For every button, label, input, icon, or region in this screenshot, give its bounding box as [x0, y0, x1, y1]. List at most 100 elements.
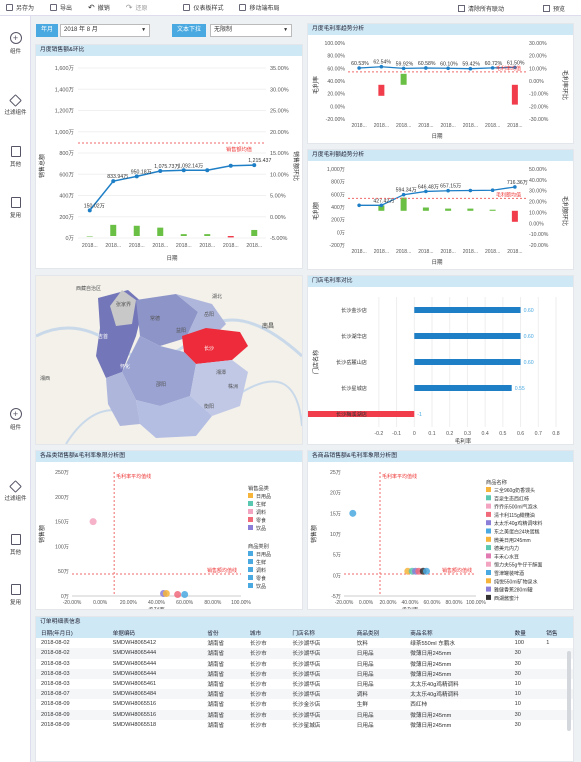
- table-cell: 微薄日用245mm: [405, 709, 510, 720]
- table-cell: 太太乐40g鸡精调料: [410, 682, 459, 689]
- map-region-south[interactable]: [136, 396, 212, 438]
- data-label: 59.42%: [462, 62, 480, 68]
- y-tick-label: -200万: [329, 242, 345, 249]
- category-label: 长沙岳麓山店: [336, 358, 367, 366]
- text-dropdown-select[interactable]: 无限制 ▼: [210, 23, 293, 37]
- line-point: [446, 66, 450, 71]
- column-header[interactable]: 单据编码: [107, 628, 203, 639]
- data-label: 716.36万: [507, 179, 528, 186]
- sidebar-item-filter[interactable]: 过滤组件: [0, 94, 31, 116]
- table-scrollbar[interactable]: [567, 651, 571, 731]
- map-label: 湖北: [212, 293, 222, 300]
- y-axis-label: 销售总额: [38, 154, 46, 178]
- data-label: 0.55: [515, 386, 525, 392]
- x-tick-label: 2018...: [418, 123, 433, 129]
- x-tick-label: 20.00%: [120, 600, 138, 606]
- table-row[interactable]: 2018-08-03 SMDWH8065461 湖南省 长沙市 长沙湖华店 日用品 太太乐4…: [36, 679, 573, 689]
- export-button[interactable]: 导出: [50, 3, 72, 12]
- store-margin-panel: 门店毛利率对比 -0.2 -0.1 0 0.1 0.2 0.3 0.4 0.5 0.6 0.7 0.…: [237, 275, 574, 445]
- x-tick-label: -20.00%: [63, 600, 82, 606]
- sidebar-item-filter-2[interactable]: 过滤组件: [0, 480, 31, 502]
- y2-tick-label: 30.00%: [529, 41, 547, 47]
- table-row[interactable]: 2018-08-09 SMDWH8065516 湖南省 长沙市 长沙金沙店 生鲜 西红柿 10: [36, 699, 573, 709]
- table-row[interactable]: 2018-08-02 SMDWH8065444 湖南省 长沙市 长沙湖华店 日用品 微薄日用…: [36, 648, 573, 659]
- column-header[interactable]: 门店名称: [287, 628, 352, 639]
- hline-label: 销售额均值线: [442, 567, 472, 574]
- y2-tick-label: -5.00%: [270, 236, 288, 242]
- x-tick-label: 60.00%: [176, 600, 194, 606]
- y-tick-label: 20万: [330, 490, 341, 497]
- x-tick-label: 2018...: [418, 249, 433, 255]
- x-tick-label: 2018...: [485, 123, 500, 129]
- y-tick-label: 80.00%: [327, 54, 345, 60]
- y-tick-label: 1,400万: [55, 86, 75, 93]
- column-header[interactable]: 日期(年月日): [36, 628, 108, 639]
- map-region-northwest[interactable]: [110, 290, 136, 326]
- table-row[interactable]: 2018-08-09 SMDWH8065516 湖南省 长沙市 长沙湖华店 日用品 微薄日用…: [36, 709, 573, 720]
- table-row[interactable]: 2018-08-09 SMDWH8065518 湖南省 长沙市 长沙星城店 日用品 微薄日用…: [36, 720, 573, 730]
- table-row[interactable]: 2018-08-07 SMDWH8065484 湖南省 长沙市 长沙湖华店 调料 太太乐40…: [36, 689, 573, 700]
- y-tick-label: 200万: [59, 214, 74, 221]
- sidebar-item-component[interactable]: + 组件: [9, 32, 22, 55]
- map-region-southwest[interactable]: [106, 372, 140, 426]
- line-point: [513, 185, 517, 189]
- column-header[interactable]: 数量: [509, 628, 542, 639]
- scatter-point: [181, 591, 189, 599]
- bar: [414, 307, 521, 313]
- line-point: [158, 169, 163, 174]
- x-tick-label: 0.3: [464, 431, 471, 437]
- y-tick-label: 800万: [59, 150, 74, 157]
- year-month-select[interactable]: 2018 年 8 月 ▼: [60, 23, 151, 37]
- table-row[interactable]: 2018-08-02 SMDWH8065412 湖南省 长沙市 长沙湖华店 饮料 绿茶550…: [36, 638, 573, 648]
- mobile-layout-button[interactable]: 移动端布局: [239, 3, 280, 12]
- legend-swatch: [486, 545, 491, 551]
- legend-swatch: [248, 559, 253, 564]
- sidebar-item-component-2[interactable]: + 组件: [9, 408, 22, 431]
- map-label: 长沙: [204, 345, 214, 352]
- sidebar-item-other-2[interactable]: 其他: [0, 534, 31, 556]
- bar: [110, 224, 117, 236]
- column-header[interactable]: 省份: [202, 628, 245, 639]
- column-header[interactable]: 城市: [244, 628, 288, 639]
- table-cell: 湖南省: [207, 702, 225, 709]
- legend-swatch: [248, 551, 253, 556]
- table-row[interactable]: 2018-08-03 SMDWH8065444 湖南省 长沙市 长沙湖华店 日用品 微薄日用…: [36, 659, 573, 669]
- table-cell: 2018-08-07: [36, 689, 108, 700]
- y-tick-label: 400万: [331, 204, 345, 211]
- x-axis-label: 日期: [166, 255, 178, 262]
- column-header[interactable]: 销售: [541, 628, 573, 639]
- x-tick-label: 20.00%: [380, 600, 398, 606]
- map-label: 衡阳: [204, 403, 214, 410]
- sidebar-item-reuse-2[interactable]: 复用: [0, 584, 31, 606]
- preview-button[interactable]: 预览: [543, 4, 565, 13]
- table-cell: 长沙湖华店: [287, 709, 352, 720]
- clear-linkage-button[interactable]: 清除所有联动: [458, 4, 504, 13]
- table-cell: 10: [514, 681, 521, 688]
- map-region-highlight[interactable]: [182, 328, 248, 364]
- bar: [414, 385, 512, 391]
- column-header[interactable]: 商品名称: [405, 628, 510, 639]
- legend-swatch: [248, 493, 253, 498]
- y-tick-label: 100.00%: [325, 41, 346, 47]
- map-region-north[interactable]: [136, 294, 198, 346]
- sidebar-item-other[interactable]: 其他: [0, 146, 31, 168]
- x-tick-label: 2018...: [152, 243, 168, 249]
- map-region-center[interactable]: [122, 336, 196, 406]
- line-point: [401, 192, 406, 197]
- table-cell: 日用品: [351, 648, 406, 659]
- map-region-east[interactable]: [190, 360, 248, 416]
- x-tick-label: 2018...: [440, 249, 455, 255]
- undo-button[interactable]: ↶ 撤销: [88, 3, 110, 12]
- save-as-button[interactable]: 另存为: [6, 3, 34, 12]
- legend-swatch: [486, 594, 491, 600]
- map-label: 岳阳: [204, 311, 214, 318]
- x-tick-label: 2018...: [176, 243, 192, 249]
- dashboard-style-button[interactable]: 仪表板样式: [183, 3, 223, 12]
- redo-button[interactable]: ↷ 还原: [125, 3, 148, 12]
- sidebar-item-reuse[interactable]: 复用: [0, 197, 31, 219]
- table-cell: 长沙湖华店: [287, 668, 352, 679]
- column-header[interactable]: 商品类别: [351, 628, 406, 639]
- bar: [227, 236, 234, 238]
- y2-tick-label: 20.00%: [529, 54, 547, 60]
- table-row[interactable]: 2018-08-03 SMDWH8065444 湖南省 长沙市 长沙湖华店 日用品 微薄日用…: [36, 668, 573, 679]
